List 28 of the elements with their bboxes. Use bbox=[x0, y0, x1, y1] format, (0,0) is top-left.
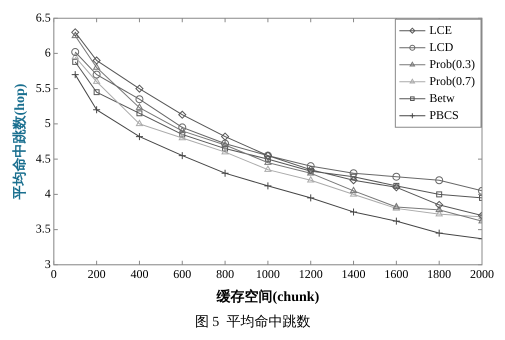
y-tick-label: 4.5 bbox=[36, 151, 51, 166]
legend-label: PBCS bbox=[429, 108, 459, 122]
y-tick-label: 5 bbox=[44, 116, 51, 130]
x-tick-label: 0 bbox=[50, 267, 57, 282]
x-tick-label: 800 bbox=[216, 267, 234, 282]
x-tick-label: 1200 bbox=[298, 267, 323, 282]
x-axis-title: 缓存空间(chunk) bbox=[216, 288, 320, 306]
legend-label: LCD bbox=[429, 40, 454, 54]
y-tick-label: 3 bbox=[44, 256, 51, 271]
legend-label: Prob(0.3) bbox=[429, 56, 476, 71]
y-tick-label: 6.5 bbox=[36, 10, 51, 24]
x-tick-label: 2000 bbox=[470, 267, 494, 282]
y-tick-label: 4 bbox=[44, 186, 51, 200]
x-tick-label: 1000 bbox=[256, 267, 280, 282]
y-tick-label: 5.5 bbox=[36, 80, 51, 95]
y-tick-label: 3.5 bbox=[36, 222, 51, 236]
legend-label: LCE bbox=[429, 22, 452, 37]
x-tick-label: 200 bbox=[88, 267, 106, 282]
legend-label: Prob(0.7) bbox=[429, 74, 476, 88]
x-tick-label: 1800 bbox=[427, 267, 452, 282]
x-tick-label: 600 bbox=[173, 267, 192, 282]
legend-label: Betw bbox=[429, 90, 455, 105]
x-tick-label: 400 bbox=[130, 267, 148, 282]
x-tick-label: 1400 bbox=[342, 267, 366, 282]
caption: 图 5 平均命中跳数 bbox=[194, 314, 310, 330]
y-axis-title: 平均命中跳数(hop) bbox=[12, 83, 28, 200]
x-tick-label: 1600 bbox=[384, 267, 408, 282]
y-tick-label: 6 bbox=[44, 46, 51, 60]
